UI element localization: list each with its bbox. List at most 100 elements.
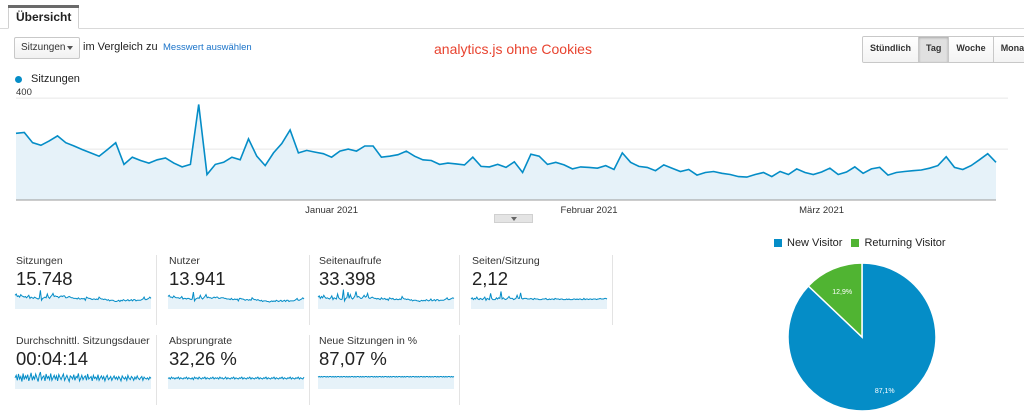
data-point[interactable] <box>961 168 964 171</box>
data-point[interactable] <box>613 168 616 171</box>
data-point[interactable] <box>239 158 242 161</box>
data-point[interactable] <box>662 164 665 167</box>
data-point[interactable] <box>164 157 167 160</box>
data-point[interactable] <box>995 161 998 164</box>
data-point[interactable] <box>986 152 989 155</box>
data-point[interactable] <box>56 135 59 138</box>
data-point[interactable] <box>521 171 524 174</box>
metric-pageviews[interactable]: Seitenaufrufe 33.398 <box>317 255 460 325</box>
data-point[interactable] <box>953 166 956 169</box>
data-point[interactable] <box>40 144 43 147</box>
data-point[interactable] <box>455 163 458 166</box>
data-point[interactable] <box>222 161 225 164</box>
data-point[interactable] <box>139 159 142 162</box>
data-point[interactable] <box>920 169 923 172</box>
data-point[interactable] <box>555 161 558 164</box>
data-point[interactable] <box>397 153 400 156</box>
data-point[interactable] <box>928 167 931 170</box>
data-point[interactable] <box>671 167 674 170</box>
data-point[interactable] <box>737 175 740 178</box>
data-point[interactable] <box>206 173 209 176</box>
data-point[interactable] <box>538 155 541 158</box>
data-point[interactable] <box>895 171 898 174</box>
data-point[interactable] <box>903 170 906 173</box>
data-point[interactable] <box>770 175 773 178</box>
data-point[interactable] <box>106 148 109 151</box>
data-point[interactable] <box>463 164 466 167</box>
legend-new-visitor[interactable]: New Visitor <box>774 237 842 249</box>
data-point[interactable] <box>596 167 599 170</box>
data-point[interactable] <box>256 155 259 158</box>
data-point[interactable] <box>779 170 782 173</box>
data-point[interactable] <box>746 176 749 179</box>
data-point[interactable] <box>297 152 300 155</box>
data-point[interactable] <box>65 141 68 144</box>
data-point[interactable] <box>488 166 491 169</box>
data-point[interactable] <box>754 173 757 176</box>
data-point[interactable] <box>712 170 715 173</box>
data-point[interactable] <box>978 158 981 161</box>
data-point[interactable] <box>305 149 308 152</box>
data-point[interactable] <box>862 172 865 175</box>
data-point[interactable] <box>496 163 499 166</box>
data-point[interactable] <box>804 171 807 174</box>
data-point[interactable] <box>339 150 342 153</box>
data-point[interactable] <box>970 164 973 167</box>
data-point[interactable] <box>23 131 26 134</box>
data-point[interactable] <box>588 166 591 169</box>
data-point[interactable] <box>513 161 516 164</box>
data-point[interactable] <box>280 142 283 145</box>
data-point[interactable] <box>912 169 915 172</box>
data-point[interactable] <box>687 168 690 171</box>
data-point[interactable] <box>845 171 848 174</box>
data-point[interactable] <box>837 173 840 176</box>
data-point[interactable] <box>422 158 425 161</box>
data-point[interactable] <box>189 163 192 166</box>
metric-avg-session-duration[interactable]: Durchschnittl. Sitzungsdauer 00:04:14 <box>14 335 157 405</box>
data-point[interactable] <box>148 162 151 165</box>
data-point[interactable] <box>812 173 815 176</box>
data-point[interactable] <box>505 166 508 169</box>
period-month-button[interactable]: Monat <box>993 37 1024 62</box>
data-point[interactable] <box>795 168 798 171</box>
data-point[interactable] <box>31 141 34 144</box>
period-day-button[interactable]: Tag <box>919 37 950 62</box>
metric-select[interactable]: Sitzungen <box>14 37 80 59</box>
data-point[interactable] <box>272 152 275 155</box>
data-point[interactable] <box>388 155 391 158</box>
data-point[interactable] <box>48 140 51 143</box>
data-point[interactable] <box>820 171 823 174</box>
data-point[interactable] <box>413 155 416 158</box>
data-point[interactable] <box>81 148 84 151</box>
data-point[interactable] <box>430 159 433 162</box>
data-point[interactable] <box>314 151 317 154</box>
data-point[interactable] <box>696 174 699 177</box>
data-point[interactable] <box>380 156 383 159</box>
data-point[interactable] <box>123 163 126 166</box>
data-point[interactable] <box>156 158 159 161</box>
data-point[interactable] <box>870 168 873 171</box>
metric-pages-per-session[interactable]: Seiten/Sitzung 2,12 <box>470 255 613 325</box>
data-point[interactable] <box>854 166 857 169</box>
data-point[interactable] <box>480 165 483 168</box>
metric-bounce-rate[interactable]: Absprungrate 32,26 % <box>167 335 310 405</box>
period-week-button[interactable]: Woche <box>949 37 994 62</box>
metric-new-sessions[interactable]: Neue Sitzungen in % 87,07 % <box>317 335 460 405</box>
data-point[interactable] <box>264 164 267 167</box>
data-point[interactable] <box>247 138 250 141</box>
data-point[interactable] <box>347 148 350 151</box>
data-point[interactable] <box>355 150 358 153</box>
data-point[interactable] <box>405 150 408 153</box>
data-point[interactable] <box>447 162 450 165</box>
data-point[interactable] <box>73 145 76 148</box>
data-point[interactable] <box>322 152 325 155</box>
pie-slice-returning-visitor[interactable] <box>807 262 863 339</box>
data-point[interactable] <box>579 166 582 169</box>
data-point[interactable] <box>546 163 549 166</box>
metric-sessions[interactable]: Sitzungen 15.748 <box>14 255 157 325</box>
data-point[interactable] <box>762 171 765 174</box>
data-point[interactable] <box>654 169 657 172</box>
data-point[interactable] <box>289 129 292 132</box>
data-point[interactable] <box>704 171 707 174</box>
data-point[interactable] <box>729 173 732 176</box>
